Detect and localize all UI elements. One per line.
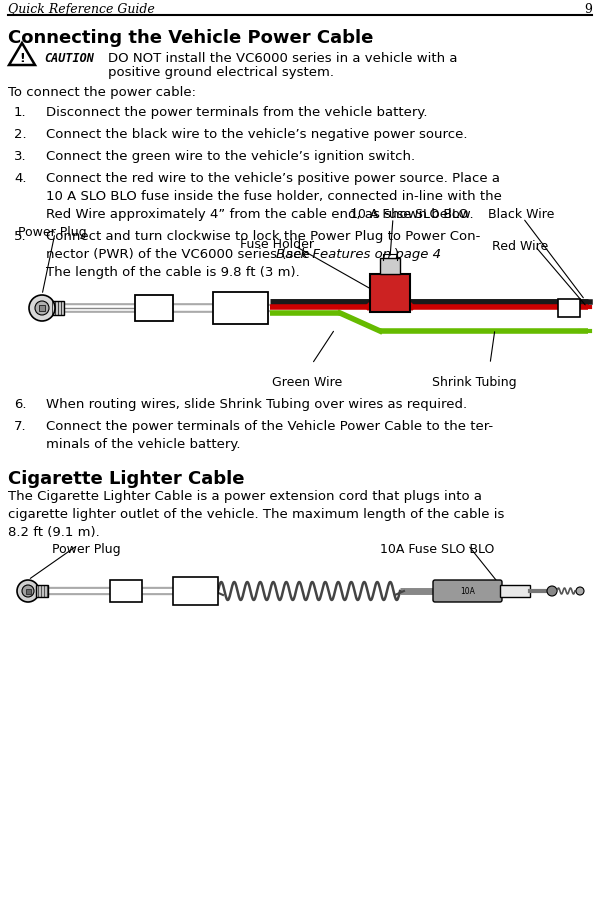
FancyBboxPatch shape [50,301,64,315]
Text: 5.: 5. [14,230,26,243]
Text: Connect the red wire to the vehicle’s positive power source. Place a: Connect the red wire to the vehicle’s po… [46,172,500,185]
Text: 10 A SLO BLO fuse inside the fuse holder, connected in-line with the: 10 A SLO BLO fuse inside the fuse holder… [46,190,502,203]
Text: CAUTION: CAUTION [44,52,94,65]
Text: Connect and turn clockwise to lock the Power Plug to Power Con-: Connect and turn clockwise to lock the P… [46,230,481,243]
Text: ).: ). [394,248,403,261]
Text: Black Wire: Black Wire [488,208,554,221]
Text: Red Wire: Red Wire [492,240,548,253]
Text: 10A: 10A [461,586,475,596]
Text: 2.: 2. [14,128,26,141]
Text: The length of the cable is 9.8 ft (3 m).: The length of the cable is 9.8 ft (3 m). [46,266,300,279]
Circle shape [576,587,584,595]
Text: The Cigarette Lighter Cable is a power extension cord that plugs into a: The Cigarette Lighter Cable is a power e… [8,490,482,503]
Circle shape [22,585,34,597]
Text: Fuse Holder: Fuse Holder [240,238,314,251]
Text: Disconnect the power terminals from the vehicle battery.: Disconnect the power terminals from the … [46,106,427,119]
Text: To connect the power cable:: To connect the power cable: [8,86,196,99]
Text: Green Wire: Green Wire [272,376,342,389]
Text: 10A: 10A [378,287,402,297]
Text: positive ground electrical system.: positive ground electrical system. [108,66,334,79]
Text: 3.: 3. [14,150,26,163]
Text: Power Plug: Power Plug [52,543,121,556]
Text: nector (PWR) of the VC6000 series (see: nector (PWR) of the VC6000 series (see [46,248,314,261]
Text: Connect the black wire to the vehicle’s negative power source.: Connect the black wire to the vehicle’s … [46,128,467,141]
FancyBboxPatch shape [110,580,142,602]
Text: Cigarette Lighter Cable: Cigarette Lighter Cable [8,470,245,488]
Text: Quick Reference Guide: Quick Reference Guide [8,3,155,16]
Text: DO NOT install the VC6000 series in a vehicle with a: DO NOT install the VC6000 series in a ve… [108,52,458,65]
FancyBboxPatch shape [558,299,580,317]
Text: Connect the green wire to the vehicle’s ignition switch.: Connect the green wire to the vehicle’s … [46,150,415,163]
FancyBboxPatch shape [380,258,400,274]
Text: 8.2 ft (9.1 m).: 8.2 ft (9.1 m). [8,526,100,539]
FancyBboxPatch shape [370,274,410,312]
FancyBboxPatch shape [433,580,502,602]
FancyBboxPatch shape [173,577,218,605]
Text: 4.: 4. [14,172,26,185]
FancyBboxPatch shape [213,292,268,324]
Text: Power Plug: Power Plug [18,226,86,239]
Text: Shrink Tubing: Shrink Tubing [432,376,517,389]
Text: minals of the vehicle battery.: minals of the vehicle battery. [46,438,241,451]
FancyBboxPatch shape [36,585,48,597]
Text: 1.: 1. [14,106,26,119]
Text: Back Features on page 4: Back Features on page 4 [276,248,441,261]
Text: !: ! [19,52,25,65]
Text: Connecting the Vehicle Power Cable: Connecting the Vehicle Power Cable [8,29,373,47]
Text: Red Wire approximately 4” from the cable end, as shown below.: Red Wire approximately 4” from the cable… [46,208,473,221]
Circle shape [35,301,49,315]
Text: 10 A Fuse SLO BLO: 10 A Fuse SLO BLO [350,208,469,221]
Text: 9: 9 [584,3,592,16]
Circle shape [547,586,557,596]
FancyBboxPatch shape [135,295,173,321]
Text: cigarette lighter outlet of the vehicle. The maximum length of the cable is: cigarette lighter outlet of the vehicle.… [8,508,505,521]
Text: 6.: 6. [14,398,26,411]
FancyBboxPatch shape [39,305,45,311]
FancyBboxPatch shape [500,585,530,597]
Circle shape [29,295,55,321]
Text: Connect the power terminals of the Vehicle Power Cable to the ter-: Connect the power terminals of the Vehic… [46,420,493,433]
Text: 7.: 7. [14,420,26,433]
Circle shape [17,580,39,602]
Text: When routing wires, slide Shrink Tubing over wires as required.: When routing wires, slide Shrink Tubing … [46,398,467,411]
Text: 10A Fuse SLO BLO: 10A Fuse SLO BLO [380,543,494,556]
FancyBboxPatch shape [25,588,31,594]
